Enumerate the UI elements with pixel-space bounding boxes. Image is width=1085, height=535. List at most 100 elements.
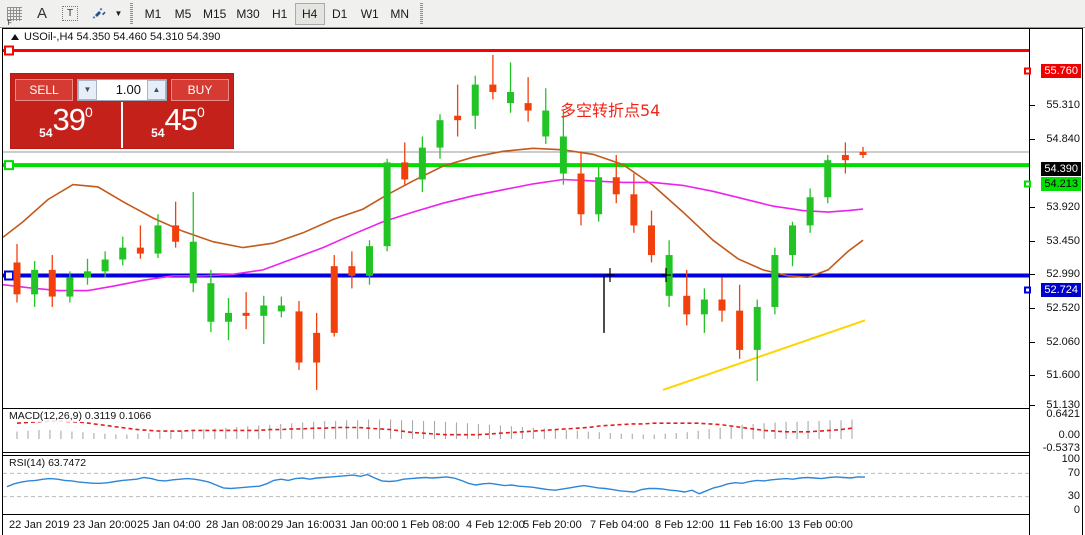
moving-average-line [3, 178, 864, 292]
collapse-triangle-icon[interactable] [11, 34, 19, 40]
candle-body [524, 103, 532, 111]
candle-body [648, 225, 655, 256]
crosshair-grid-glyph: F [6, 6, 22, 27]
candle-body [612, 177, 620, 195]
time-label: 11 Feb 16:00 [719, 519, 784, 531]
price-label: 52.520 [1046, 302, 1080, 314]
lot-increase-button[interactable]: ▲ [147, 79, 166, 100]
sell-price-main: 39 [52, 102, 86, 137]
buy-button[interactable]: BUY [171, 78, 229, 101]
time-label: 8 Feb 12:00 [655, 519, 714, 531]
price-tick [1030, 241, 1035, 242]
candle-body [736, 310, 744, 350]
price-tick [1030, 375, 1035, 376]
main-toolbar: F A T ▼ M1 M5 M15 M30 H1 H4 D1 W1 MN [0, 0, 1085, 28]
price-axis[interactable]: 55.760 55.310 54.840 54.390 54.213 53.920 53.4… [1024, 29, 1082, 535]
price-line-handle[interactable] [1024, 286, 1031, 294]
candle-body [789, 225, 796, 256]
candle-body [366, 246, 373, 276]
rsi-axis-label: 100 [1061, 453, 1080, 465]
price-line-handle[interactable] [1024, 67, 1031, 75]
timeframe-h1[interactable]: H1 [272, 6, 288, 21]
price-label: 51.600 [1046, 369, 1080, 381]
candle-body [595, 177, 603, 215]
macd-axis-label: 0.00 [1058, 429, 1080, 441]
lot-size-input[interactable]: ▼ 1.00 ▲ [77, 78, 167, 101]
objects-icon[interactable] [84, 2, 112, 26]
trade-panel-quotes: 54 39 0 54 45 0 [11, 102, 233, 148]
moving-average-line [3, 147, 864, 279]
chart-frame[interactable]: USOil-,H4 54.350 54.460 54.310 54.390 MA… [2, 28, 1083, 535]
timeframe-mn[interactable]: MN [390, 6, 410, 21]
candle-body [101, 259, 109, 272]
lot-decrease-button[interactable]: ▼ [78, 79, 97, 100]
macd-title: MACD(12,26,9) 0.3119 0.1066 [9, 410, 152, 422]
macd-canvas [16, 419, 853, 439]
buy-price-quote[interactable]: 54 45 0 [121, 102, 233, 148]
candle-body [841, 155, 849, 161]
price-label: 53.450 [1046, 235, 1080, 247]
candle-body [577, 173, 585, 215]
price-label-highlighted[interactable]: 55.760 [1041, 64, 1081, 78]
objects-dropdown-icon[interactable]: ▼ [114, 9, 123, 18]
price-label-highlighted[interactable]: 54.213 [1041, 177, 1081, 191]
price-tick [1030, 405, 1035, 406]
price-line-anchor[interactable] [4, 160, 14, 171]
price-label-highlighted[interactable]: 52.724 [1041, 283, 1081, 297]
price-label-highlighted[interactable]: 54.390 [1041, 162, 1081, 176]
timeframe-m30[interactable]: M30 [236, 6, 260, 21]
macd-pane[interactable]: MACD(12,26,9) 0.3119 0.1066 [3, 408, 1029, 453]
timeframe-m15[interactable]: M15 [203, 6, 227, 21]
lot-size-value[interactable]: 1.00 [115, 82, 141, 97]
buy-price-main: 45 [164, 102, 198, 137]
price-label: 52.990 [1046, 268, 1080, 280]
price-label: 54.840 [1046, 133, 1080, 145]
candlestick-canvas[interactable] [3, 29, 1029, 407]
candle-body [753, 306, 761, 350]
candle-body [418, 147, 426, 180]
candle-body [401, 162, 409, 180]
crosshair-f-icon[interactable]: F [0, 2, 28, 27]
candle-body [189, 241, 197, 284]
sell-price-quote[interactable]: 54 39 0 [11, 102, 121, 148]
rsi-canvas [3, 472, 1031, 498]
sell-button[interactable]: SELL [15, 78, 73, 101]
one-click-trade-panel[interactable]: SELL ▼ 1.00 ▲ BUY 54 39 0 54 45 0 [10, 73, 234, 149]
candle-body [136, 247, 144, 254]
price-label: 52.060 [1046, 336, 1080, 348]
time-axis: 22 Jan 2019 23 Jan 20:00 25 Jan 04:00 28 Ja… [3, 514, 1029, 535]
toolbar-separator-2 [418, 2, 425, 25]
candle-body [700, 299, 708, 315]
price-tick [1030, 105, 1035, 106]
timeframe-w1[interactable]: W1 [360, 6, 379, 21]
chart-annotation-text[interactable]: 多空转折点54 [560, 101, 661, 120]
price-line-handle[interactable] [1024, 180, 1031, 188]
candle-body [859, 152, 867, 155]
rsi-pane[interactable]: RSI(14) 63.7472 [3, 455, 1031, 513]
rsi-axis-label: 30 [1067, 490, 1080, 502]
candle-body [172, 225, 180, 242]
time-label: 23 Jan 20:00 [73, 519, 137, 531]
candle-body [718, 299, 726, 311]
price-pane[interactable] [3, 29, 1029, 407]
timeframe-m5[interactable]: M5 [174, 6, 192, 21]
candle-body [66, 277, 74, 297]
candle-body [436, 120, 444, 148]
candle-body [806, 197, 814, 226]
price-tick [1030, 207, 1035, 208]
candle-body [559, 136, 567, 174]
trendline-yellow[interactable] [662, 319, 866, 391]
timeframe-m1[interactable]: M1 [144, 6, 162, 21]
time-label: 7 Feb 04:00 [590, 519, 649, 531]
candle-body [225, 312, 232, 322]
price-line-anchor[interactable] [4, 45, 14, 56]
buy-price-fraction: 0 [197, 104, 205, 120]
chart-area[interactable]: USOil-,H4 54.350 54.460 54.310 54.390 MA… [0, 28, 1085, 535]
candle-body [13, 262, 21, 295]
time-label: 31 Jan 00:00 [335, 519, 399, 531]
text-label-t-icon[interactable]: T [56, 2, 84, 26]
price-line-anchor[interactable] [4, 270, 14, 281]
text-a-icon[interactable]: A [36, 5, 47, 22]
timeframe-h4[interactable]: H4 [294, 2, 325, 25]
timeframe-d1[interactable]: D1 [332, 6, 348, 21]
